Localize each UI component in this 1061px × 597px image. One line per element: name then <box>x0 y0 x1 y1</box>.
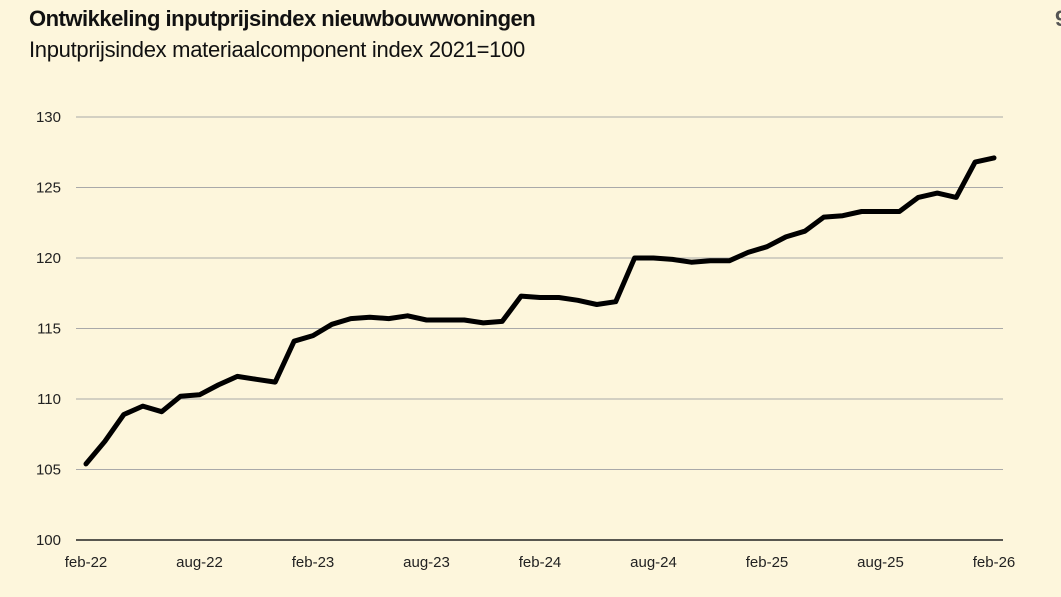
x-tick-label: feb-22 <box>65 554 108 571</box>
data-point <box>500 319 505 324</box>
data-point <box>651 256 656 260</box>
x-axis-tick-labels: feb-22 aug-22 feb-23 aug-23 feb-24 aug-24 feb-… <box>65 554 1016 571</box>
data-point <box>329 322 334 327</box>
data-point <box>386 316 391 321</box>
cropped-edge-text: 9 <box>1055 6 1061 32</box>
series-group <box>83 155 997 467</box>
x-tick-label: aug-25 <box>857 554 904 571</box>
grid-lines <box>76 116 1003 541</box>
data-point <box>519 294 524 299</box>
data-point <box>216 382 221 387</box>
series-line <box>83 155 997 467</box>
data-point <box>424 318 429 323</box>
data-point <box>954 195 959 200</box>
data-point <box>292 339 297 344</box>
data-point <box>254 377 259 382</box>
x-tick-label: aug-22 <box>176 554 223 571</box>
x-tick-label: aug-24 <box>630 554 677 571</box>
data-point <box>197 392 202 397</box>
data-point <box>594 302 599 307</box>
y-tick-label: 100 <box>36 532 61 549</box>
x-tick-label: aug-23 <box>403 554 450 571</box>
x-tick-label: feb-23 <box>292 554 335 571</box>
data-point <box>481 320 486 325</box>
data-point <box>311 333 315 338</box>
y-tick-label: 120 <box>36 250 61 267</box>
y-tick-label: 130 <box>36 109 61 126</box>
data-point <box>462 318 467 323</box>
data-point <box>178 394 183 399</box>
data-point <box>878 209 883 214</box>
data-point <box>935 191 940 196</box>
data-point <box>840 213 845 218</box>
data-point <box>556 295 561 300</box>
data-point <box>821 215 826 220</box>
data-point <box>367 315 372 320</box>
data-point <box>575 298 580 303</box>
data-point <box>348 316 353 321</box>
data-point <box>538 295 542 300</box>
data-point <box>443 318 448 323</box>
data-point <box>802 229 807 234</box>
data-point <box>897 209 902 214</box>
data-point <box>632 256 637 260</box>
data-point <box>670 257 675 262</box>
chart-title: Ontwikkeling inputprijsindex nieuwbouwwo… <box>29 6 536 31</box>
data-point <box>613 299 618 304</box>
data-point <box>273 380 278 385</box>
data-point <box>140 404 145 409</box>
data-point <box>689 260 694 265</box>
data-point <box>84 461 88 466</box>
y-axis-tick-labels: 100 105 110 115 120 125 130 <box>36 109 61 549</box>
data-point <box>765 244 769 249</box>
data-point <box>708 258 713 263</box>
x-tick-label: feb-25 <box>746 554 789 571</box>
y-tick-label: 115 <box>37 321 61 338</box>
y-tick-label: 125 <box>36 180 61 197</box>
data-point <box>121 412 126 417</box>
data-point <box>235 374 240 379</box>
x-tick-label: feb-24 <box>519 554 562 571</box>
data-point <box>916 195 921 200</box>
data-point <box>159 409 164 414</box>
data-point <box>973 160 978 165</box>
y-tick-label: 105 <box>36 462 61 479</box>
data-point <box>727 258 732 263</box>
data-point <box>859 209 864 214</box>
data-point <box>102 439 107 444</box>
data-point <box>783 234 788 239</box>
data-point <box>746 250 751 255</box>
data-point <box>992 155 996 160</box>
data-point <box>405 313 410 318</box>
y-tick-label: 110 <box>37 391 61 408</box>
x-tick-label: feb-26 <box>973 554 1016 571</box>
chart-subtitle: Inputprijsindex materiaalcomponent index… <box>29 37 525 62</box>
